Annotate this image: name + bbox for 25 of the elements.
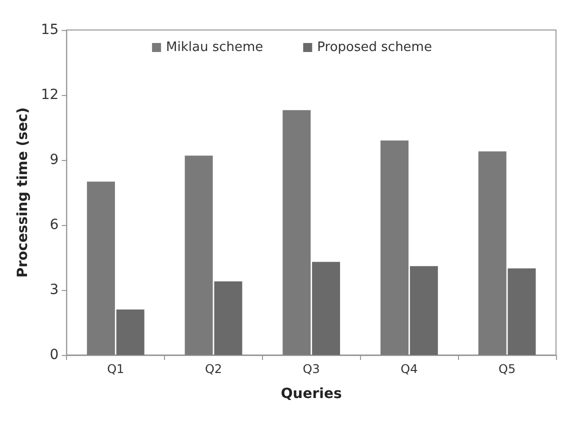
y-tick-label: 0 — [50, 347, 59, 363]
legend-label: Proposed scheme — [317, 40, 432, 55]
y-axis-title: Processing time (sec) — [15, 107, 31, 278]
bar — [282, 110, 311, 355]
y-tick-label: 9 — [50, 152, 59, 168]
x-tick-label: Q4 — [400, 362, 418, 376]
bar — [214, 281, 242, 355]
bar — [312, 262, 340, 355]
y-tick-label: 12 — [40, 87, 59, 103]
bar — [184, 156, 213, 355]
bar — [410, 266, 438, 355]
y-tick-label: 15 — [40, 22, 59, 38]
bar — [380, 140, 409, 355]
legend-label: Miklau scheme — [166, 40, 264, 55]
x-axis-title: Queries — [280, 386, 342, 402]
x-tick-label: Q2 — [204, 362, 222, 376]
bar — [116, 310, 144, 355]
y-tick-label: 6 — [50, 217, 59, 233]
bar — [508, 268, 536, 355]
x-tick-label: Q3 — [302, 362, 320, 376]
bar — [478, 151, 506, 355]
x-tick-label: Q5 — [498, 362, 516, 376]
y-tick-label: 3 — [50, 282, 59, 298]
x-tick-label: Q1 — [107, 362, 124, 376]
bar — [86, 182, 115, 355]
